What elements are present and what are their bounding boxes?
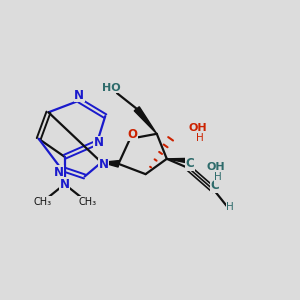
Text: H: H — [214, 172, 222, 182]
Polygon shape — [167, 158, 194, 164]
Text: CH₃: CH₃ — [79, 196, 97, 206]
Text: N: N — [74, 89, 84, 102]
Text: H: H — [226, 202, 234, 212]
Text: OH: OH — [188, 123, 207, 133]
Text: HO: HO — [102, 83, 120, 93]
Polygon shape — [134, 107, 157, 134]
Text: N: N — [94, 136, 103, 149]
Text: O: O — [127, 128, 137, 141]
Text: C: C — [185, 157, 194, 170]
Text: N: N — [99, 158, 109, 171]
Text: N: N — [60, 178, 70, 191]
Text: N: N — [54, 166, 64, 178]
Text: H: H — [196, 133, 204, 142]
Text: CH₃: CH₃ — [34, 196, 52, 206]
Text: C: C — [211, 179, 219, 192]
Text: OH: OH — [206, 162, 225, 172]
Polygon shape — [101, 160, 119, 167]
